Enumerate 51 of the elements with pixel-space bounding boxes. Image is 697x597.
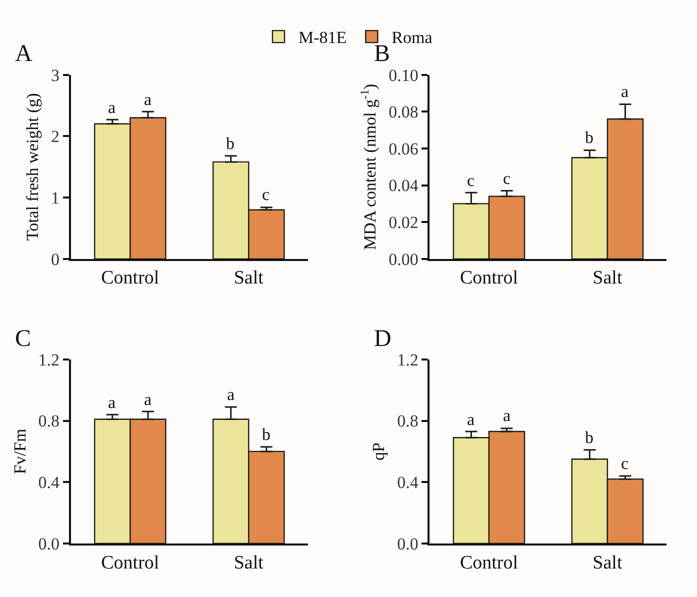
legend-label: Roma [392,28,433,48]
x-tick-label: Control [460,268,518,289]
x-tick-label: Salt [234,552,264,574]
annotation: a [144,90,152,109]
chart-title: C [15,326,32,352]
legend-label: M-81E [298,28,347,48]
annotation: b [585,128,594,147]
annotation: a [621,82,629,101]
y-tick-label: 0.02 [388,213,418,232]
y-tick-label: 0.10 [388,66,418,85]
y-tick-label: 0.0 [397,534,418,554]
y-axis-title: Total fresh weight (g) [23,93,42,241]
y-tick-label: 1.2 [38,350,60,370]
x-tick-label: Salt [234,268,264,289]
x-tick-label: Control [101,268,160,289]
y-tick-label: 3 [51,66,60,85]
annotation: c [503,169,511,188]
annotation: c [467,171,475,190]
y-tick-label: 0.0 [38,534,60,554]
x-tick-label: Salt [592,268,623,289]
y-tick-label: 0.00 [388,250,418,269]
y-tick-label: 0.08 [388,102,418,122]
annotation: a [467,410,475,429]
y-tick-label: 1 [51,188,60,208]
y-tick-label: 0 [51,250,60,269]
y-tick-label: 0.8 [38,412,60,431]
y-tick-label: 0.06 [388,139,418,158]
y-axis-title: qP [369,442,388,460]
y-tick-label: 2 [51,127,60,146]
x-tick-label: Control [460,552,518,574]
y-tick-label: 0.04 [388,176,419,196]
annotation: a [503,406,511,425]
annotation: a [108,98,116,117]
annotation: b [226,134,234,153]
x-tick-label: Salt [592,552,623,574]
annotation: c [621,454,629,473]
chart-title: B [374,41,390,67]
y-tick-label: 0.4 [397,473,419,492]
annotation: a [108,393,116,412]
chart-title: A [15,41,33,67]
annotation: b [585,428,594,447]
chart-title: D [374,326,392,352]
y-axis-title: Fv/Fm [10,428,30,474]
y-tick-label: 0.4 [38,473,60,492]
y-tick-label: 0.8 [397,412,418,431]
x-tick-label: Control [101,552,160,574]
annotation: c [262,185,270,204]
y-tick-label: 1.2 [397,350,418,370]
annotation: a [144,390,152,409]
annotation: b [262,425,270,444]
annotation: a [227,385,235,404]
